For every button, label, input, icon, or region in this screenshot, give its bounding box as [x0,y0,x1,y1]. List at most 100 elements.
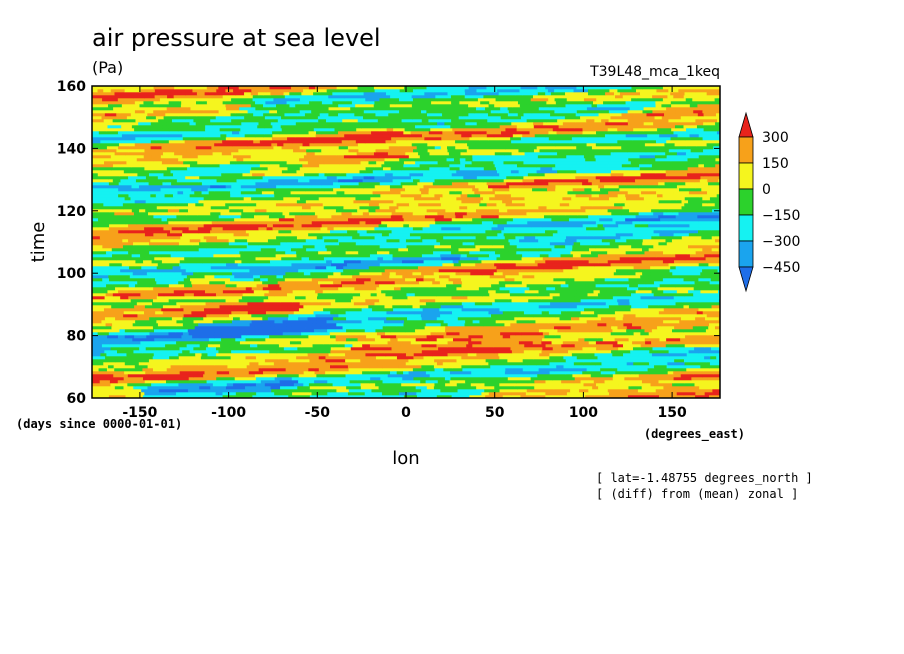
heatmap-cell [432,125,451,129]
heatmap-cell [449,206,460,210]
heatmap-cell [506,176,524,180]
heatmap-cell [654,155,668,159]
heatmap-cell [594,332,605,336]
heatmap-cell [550,317,560,321]
heatmap-cell [615,269,629,273]
heatmap-cell [331,215,354,219]
y-tick-label: 140 [57,141,86,157]
heatmap-cell [594,119,602,123]
heatmap-cell [614,356,636,360]
heatmap-cell [618,197,627,201]
heatmap-cell [684,296,707,300]
heatmap-cell [277,371,289,375]
heatmap-cell [630,152,648,156]
heatmap-cell [670,248,690,252]
heatmap-cell [433,272,456,276]
heatmap-cell [572,245,590,249]
heatmap-cell [301,341,324,345]
heatmap-cell [632,263,654,267]
heatmap-cell [211,260,226,264]
heatmap-cell [374,176,385,180]
heatmap-cell [284,383,295,387]
heatmap-cell [579,317,594,321]
heatmap-cell [474,167,485,171]
heatmap-cell [311,278,334,282]
heatmap-cell [384,149,399,153]
heatmap-cell [106,284,112,288]
heatmap-cell [222,257,237,261]
heatmap-cell [119,173,138,177]
heatmap-cell [516,320,536,324]
heatmap-cell [319,194,332,198]
heatmap-cell [131,254,141,258]
heatmap-cell [711,236,721,240]
heatmap-cell [353,203,370,207]
heatmap-cell [130,164,152,168]
heatmap-cell [528,146,538,150]
heatmap-cell [304,269,314,273]
heatmap-cell [371,248,379,252]
heatmap-cell [468,86,487,90]
heatmap-cell [493,344,510,348]
heatmap-cell [261,137,273,141]
heatmap-cell [573,380,581,384]
heatmap-cell [597,335,618,339]
heatmap-cell [239,341,261,345]
heatmap-cell [313,140,325,144]
heatmap-cell [563,365,573,369]
heatmap-cell [92,149,105,153]
heatmap-cell [220,158,231,162]
heatmap-cell [456,320,466,324]
heatmap-cell [422,227,442,231]
heatmap-cell [346,263,365,267]
heatmap-cell [128,194,146,198]
heatmap-cell [239,107,256,111]
heatmap-cell [92,119,105,123]
heatmap-cell [593,128,609,132]
heatmap-cell [454,314,476,318]
heatmap-cell [598,113,622,117]
heatmap-cell [344,179,364,183]
heatmap-cell [663,386,681,390]
heatmap-cell [703,140,718,144]
heatmap-cell [123,386,134,390]
heatmap-cell [415,134,423,138]
heatmap-cell [338,146,349,150]
heatmap-cell [667,299,675,303]
heatmap-cell [415,362,438,366]
heatmap-cell [407,332,431,336]
heatmap-cell [465,209,477,213]
heatmap-cell [312,362,333,366]
heatmap-cell [240,305,252,309]
heatmap-cell [258,122,272,126]
heatmap-cell [565,281,586,285]
heatmap-cell [715,125,721,129]
heatmap-cell [661,104,672,108]
heatmap-cell [213,242,230,246]
heatmap-cell [431,101,452,105]
heatmap-cell [548,332,556,336]
heatmap-cell [109,380,119,384]
heatmap-cell [298,269,306,273]
heatmap-cell [512,134,523,138]
heatmap-cell [323,104,339,108]
heatmap-cell [141,266,158,270]
heatmap-cell [618,287,628,291]
heatmap-cell [207,353,217,357]
heatmap-cell [272,131,280,135]
heatmap-cell [120,179,127,183]
heatmap-cell [177,344,188,348]
heatmap-cell [162,152,175,156]
heatmap-cell [232,287,247,291]
heatmap-cell [638,287,652,291]
heatmap-cell [439,356,462,360]
heatmap-cell [511,152,525,156]
heatmap-cell [110,155,127,159]
heatmap-cell [247,110,270,114]
heatmap-cell [277,374,300,378]
heatmap-cell [162,305,181,309]
heatmap-cell [544,173,565,177]
heatmap-cell [423,128,431,132]
heatmap-cell [307,353,321,357]
heatmap-cell [672,194,682,198]
